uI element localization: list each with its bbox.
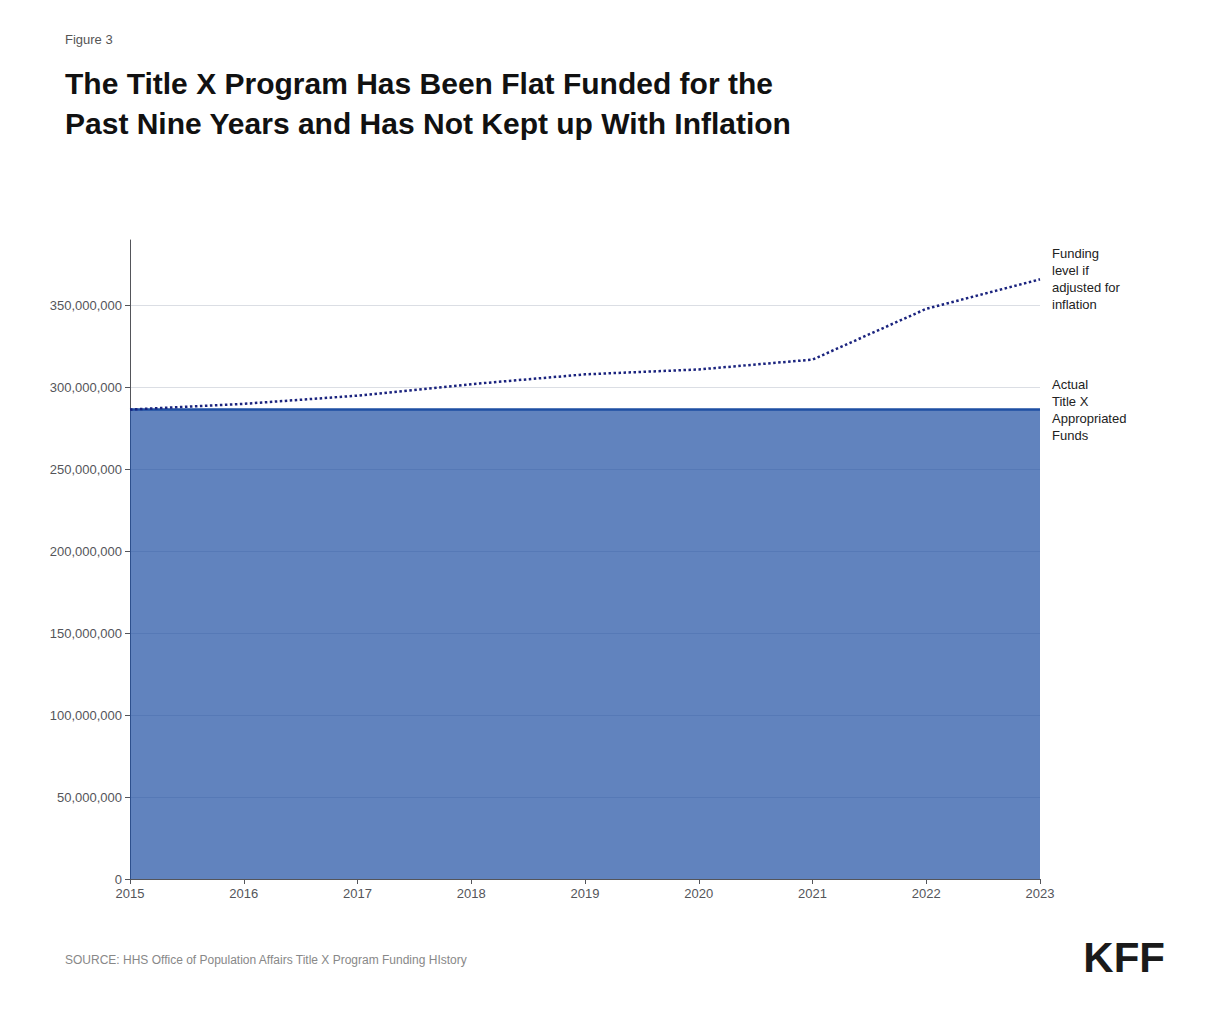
svg-text:2023: 2023	[1026, 886, 1055, 901]
svg-text:350,000,000: 350,000,000	[50, 298, 122, 313]
svg-text:adjusted for: adjusted for	[1052, 280, 1121, 295]
svg-text:150,000,000: 150,000,000	[50, 626, 122, 641]
svg-text:2017: 2017	[343, 886, 372, 901]
svg-text:Title X: Title X	[1052, 394, 1089, 409]
svg-text:The Title X Program Has Been F: The Title X Program Has Been Flat Funded…	[65, 67, 773, 100]
svg-text:300,000,000: 300,000,000	[50, 380, 122, 395]
svg-text:Figure 3: Figure 3	[65, 32, 113, 47]
svg-text:2019: 2019	[571, 886, 600, 901]
svg-text:inflation: inflation	[1052, 297, 1097, 312]
svg-text:2020: 2020	[684, 886, 713, 901]
svg-text:2021: 2021	[798, 886, 827, 901]
svg-text:50,000,000: 50,000,000	[57, 790, 122, 805]
svg-text:SOURCE: HHS Office of Populati: SOURCE: HHS Office of Population Affairs…	[65, 953, 467, 967]
svg-text:Funding: Funding	[1052, 246, 1099, 261]
svg-text:Appropriated: Appropriated	[1052, 411, 1126, 426]
svg-text:Past Nine Years and Has Not Ke: Past Nine Years and Has Not Kept up With…	[65, 107, 791, 140]
svg-text:Funds: Funds	[1052, 428, 1089, 443]
svg-text:Actual: Actual	[1052, 377, 1088, 392]
svg-text:KFF: KFF	[1083, 934, 1165, 981]
svg-text:2022: 2022	[912, 886, 941, 901]
svg-text:0: 0	[115, 872, 122, 887]
svg-text:250,000,000: 250,000,000	[50, 462, 122, 477]
svg-text:2015: 2015	[116, 886, 145, 901]
svg-text:2018: 2018	[457, 886, 486, 901]
svg-text:100,000,000: 100,000,000	[50, 708, 122, 723]
svg-text:2016: 2016	[229, 886, 258, 901]
svg-text:level if: level if	[1052, 263, 1089, 278]
svg-text:200,000,000: 200,000,000	[50, 544, 122, 559]
